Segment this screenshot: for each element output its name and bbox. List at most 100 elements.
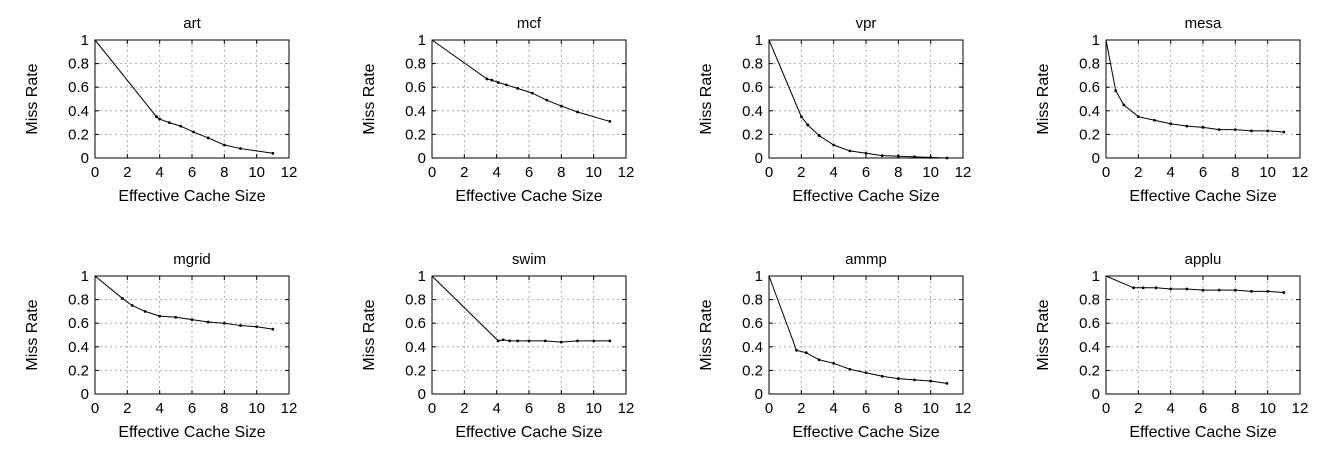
- x-tick-label: 0: [1102, 164, 1110, 181]
- chart-title: swim: [512, 251, 546, 268]
- data-point: [271, 151, 275, 155]
- data-point: [1169, 122, 1173, 126]
- data-point: [848, 367, 852, 371]
- data-point: [239, 147, 242, 150]
- data-point: [1153, 118, 1156, 122]
- data-point: [1114, 89, 1118, 93]
- data-point: [158, 117, 162, 121]
- data-point: [913, 155, 916, 159]
- series-line: [1105, 39, 1284, 133]
- y-tick-label: 1: [81, 268, 89, 285]
- data-point: [1122, 103, 1126, 107]
- grid: [432, 276, 626, 394]
- x-tick-label: 8: [894, 164, 902, 181]
- data-point: [1266, 289, 1270, 293]
- x-axis-label: Effective Cache Size: [455, 188, 602, 205]
- x-tick-label: 12: [955, 400, 972, 417]
- x-tick-label: 4: [155, 400, 163, 417]
- x-axis-label: Effective Cache Size: [1129, 424, 1276, 441]
- x-tick-label: 12: [955, 164, 972, 181]
- grid: [769, 40, 963, 158]
- y-tick-label: 0.4: [742, 103, 763, 120]
- y-axis-label: Miss Rate: [24, 299, 41, 370]
- y-tick-label: 1: [418, 32, 426, 49]
- y-tick-label: 0.6: [405, 79, 426, 96]
- data-point: [508, 339, 511, 343]
- x-tick-label: 2: [123, 164, 131, 181]
- data-point: [167, 121, 171, 124]
- y-tick-label: 0.4: [1079, 339, 1100, 356]
- y-tick-label: 0: [418, 386, 426, 403]
- x-tick-label: 8: [1231, 164, 1239, 181]
- x-tick-label: 4: [1166, 400, 1174, 417]
- series-line: [1105, 275, 1284, 294]
- x-tick-label: 6: [1199, 164, 1207, 181]
- data-point: [1141, 286, 1145, 290]
- x-tick-label: 0: [91, 400, 99, 417]
- y-tick-label: 0.4: [1079, 103, 1100, 120]
- chart-title: art: [183, 15, 201, 32]
- chart-vpr: vpr 0 2 4 6 8 10 12 0 0.2 0.4 0.6 0.8 1 Effective Cach…: [698, 15, 971, 205]
- grid: [95, 276, 289, 394]
- data-point: [608, 120, 612, 123]
- data-point: [1201, 288, 1205, 292]
- x-tick-label: 8: [220, 400, 228, 417]
- x-tick-label: 8: [220, 164, 228, 181]
- y-tick-label: 0.8: [68, 56, 89, 73]
- y-tick-label: 0.6: [1079, 79, 1100, 96]
- y-axis-label: Miss Rate: [698, 63, 715, 134]
- chart-title: mcf: [517, 15, 542, 32]
- x-tick-label: 0: [765, 164, 773, 181]
- data-point: [543, 339, 547, 343]
- y-tick-label: 1: [755, 32, 763, 49]
- y-tick-label: 0: [1092, 150, 1100, 167]
- x-tick-label: 12: [1292, 164, 1309, 181]
- x-tick-label: 0: [428, 164, 436, 181]
- data-point: [832, 361, 836, 365]
- data-point: [945, 381, 949, 385]
- data-point: [222, 321, 226, 325]
- y-tick-label: 0: [81, 386, 89, 403]
- y-tick-label: 0.4: [68, 103, 89, 120]
- y-tick-label: 0.8: [68, 292, 89, 309]
- data-point: [913, 378, 916, 382]
- x-tick-label: 10: [585, 400, 602, 417]
- data-point: [222, 143, 226, 147]
- data-point: [880, 154, 884, 158]
- data-point: [516, 86, 520, 90]
- x-tick-label: 0: [1102, 400, 1110, 417]
- data-point: [559, 104, 563, 108]
- x-axis-label: Effective Cache Size: [792, 424, 939, 441]
- data-point: [929, 379, 933, 383]
- x-tick-label: 0: [765, 400, 773, 417]
- data-point: [501, 338, 505, 342]
- data-point: [817, 134, 821, 137]
- y-axis-label: Miss Rate: [1035, 299, 1052, 370]
- y-tick-label: 0.2: [68, 126, 89, 143]
- x-tick-label: 6: [862, 400, 870, 417]
- data-point: [174, 315, 178, 319]
- x-tick-label: 2: [123, 400, 131, 417]
- chart-title: mgrid: [173, 251, 211, 268]
- data-point: [143, 310, 147, 313]
- data-point: [1132, 286, 1135, 290]
- y-tick-label: 0.4: [405, 103, 426, 120]
- series-line: [768, 39, 947, 159]
- data-point: [496, 81, 500, 84]
- data-point: [896, 154, 900, 158]
- x-axis-label: Effective Cache Size: [118, 424, 265, 441]
- chart-title: vpr: [856, 15, 877, 32]
- data-point: [1282, 291, 1286, 294]
- x-tick-label: 8: [1231, 400, 1239, 417]
- series-line: [94, 39, 273, 154]
- x-tick-label: 8: [557, 400, 565, 417]
- x-tick-label: 4: [492, 400, 500, 417]
- grid: [432, 40, 626, 158]
- y-tick-label: 0.8: [1079, 56, 1100, 73]
- x-tick-label: 2: [460, 400, 468, 417]
- x-tick-label: 4: [829, 164, 837, 181]
- data-point: [1185, 124, 1189, 128]
- data-point: [192, 130, 196, 134]
- data-point: [1217, 128, 1221, 132]
